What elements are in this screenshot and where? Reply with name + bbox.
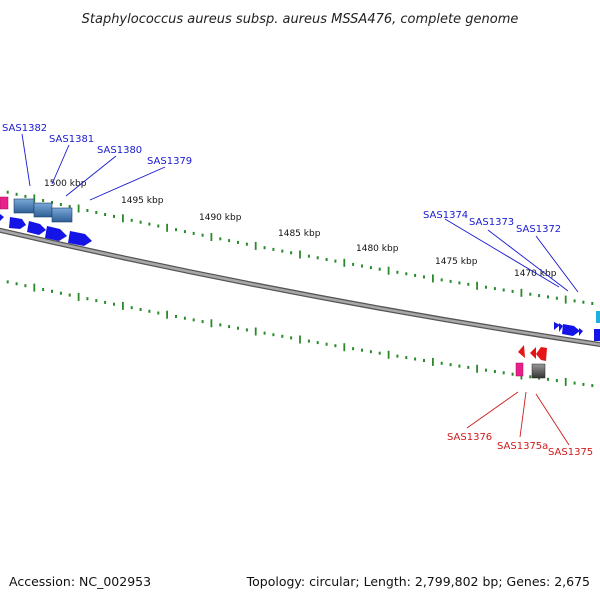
gene-blue-right-1[interactable] bbox=[554, 322, 560, 330]
forward-leader-lines bbox=[21, 133, 579, 293]
scale-label-1495: 1495 kbp bbox=[121, 196, 164, 206]
gene-steel-1[interactable] bbox=[13, 198, 35, 214]
gene-gray-reverse[interactable] bbox=[531, 363, 546, 379]
gene-blue-right-4[interactable] bbox=[579, 328, 583, 336]
scale-label-1480: 1480 kbp bbox=[356, 244, 399, 254]
gene-blue-right-2[interactable] bbox=[559, 323, 563, 332]
genome-summary-text: Topology: circular; Length: 2,799,802 bp… bbox=[246, 574, 590, 589]
gene-blue-arrow-4[interactable] bbox=[68, 231, 92, 246]
gene-blue-right-5[interactable] bbox=[594, 329, 600, 341]
gene-steel-3[interactable] bbox=[51, 207, 73, 223]
gene-label-sas1380[interactable]: SAS1380 bbox=[97, 145, 142, 156]
gene-label-sas1379[interactable]: SAS1379 bbox=[147, 156, 192, 167]
gene-label-sas1374[interactable]: SAS1374 bbox=[423, 210, 468, 221]
gene-blue-arrow-0[interactable] bbox=[0, 214, 4, 221]
gene-label-sas1373[interactable]: SAS1373 bbox=[469, 217, 514, 228]
scale-label-1500: 1500 kbp bbox=[44, 179, 87, 189]
scale-label-1485: 1485 kbp bbox=[278, 229, 321, 239]
inner-scale-ticks bbox=[6, 280, 594, 388]
gene-label-sas1381[interactable]: SAS1381 bbox=[49, 134, 94, 145]
scale-label-1470: 1470 kbp bbox=[514, 269, 557, 279]
gene-pink-left[interactable] bbox=[0, 196, 9, 210]
forward-genes-left bbox=[0, 196, 92, 246]
gene-steel-2[interactable] bbox=[33, 202, 53, 218]
gene-cyan-right[interactable] bbox=[596, 311, 600, 323]
gene-label-sas1375a[interactable]: SAS1375a bbox=[497, 441, 548, 452]
accession-text: Accession: NC_002953 bbox=[9, 574, 151, 589]
genome-backbone bbox=[0, 227, 600, 348]
reverse-genes bbox=[515, 345, 547, 379]
gene-label-sas1375[interactable]: SAS1375 bbox=[548, 447, 593, 458]
gene-label-sas1382[interactable]: SAS1382 bbox=[2, 123, 47, 134]
gene-red-2[interactable] bbox=[530, 347, 536, 359]
outer-scale-ticks bbox=[6, 190, 594, 305]
scale-label-1475: 1475 kbp bbox=[435, 257, 478, 267]
gene-label-sas1372[interactable]: SAS1372 bbox=[516, 224, 561, 235]
gene-blue-right-3[interactable] bbox=[562, 324, 580, 336]
page-title: Staphylococcus aureus subsp. aureus MSSA… bbox=[82, 12, 519, 27]
gene-red-3[interactable] bbox=[536, 347, 547, 361]
gene-red-1[interactable] bbox=[518, 345, 525, 358]
forward-genes-right bbox=[554, 311, 600, 341]
gene-label-sas1376[interactable]: SAS1376 bbox=[447, 432, 492, 443]
gene-pink-reverse[interactable] bbox=[515, 362, 524, 377]
gene-blue-arrow-1[interactable] bbox=[9, 217, 26, 229]
scale-label-1490: 1490 kbp bbox=[199, 213, 242, 223]
reverse-leader-lines bbox=[466, 391, 570, 446]
gene-blue-arrow-2[interactable] bbox=[27, 221, 46, 235]
gene-blue-arrow-3[interactable] bbox=[45, 226, 67, 241]
